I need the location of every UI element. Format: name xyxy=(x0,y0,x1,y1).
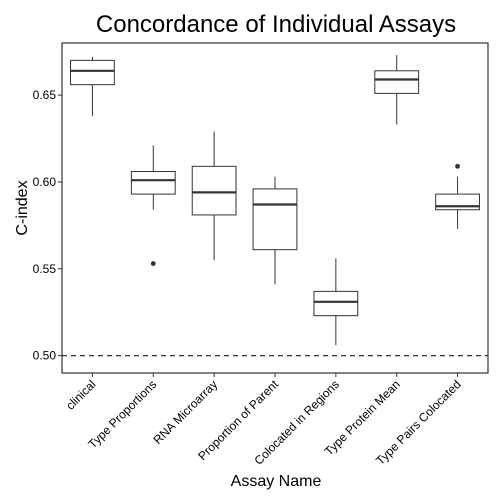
y-axis-title: C-index xyxy=(14,180,31,235)
chart-title: Concordance of Individual Assays xyxy=(96,11,456,38)
box-iqr xyxy=(313,290,359,317)
x-tick-label: clinical xyxy=(63,377,98,412)
box-iqr xyxy=(191,165,237,216)
y-tick-label: 0.65 xyxy=(33,88,57,102)
y-tick-label: 0.60 xyxy=(33,175,57,189)
box-clinical xyxy=(70,56,115,116)
plot-area xyxy=(62,55,488,357)
y-tick-label: 0.55 xyxy=(33,262,57,276)
box-iqr xyxy=(252,188,298,251)
y-tick-label: 0.50 xyxy=(33,349,57,363)
y-axis: 0.50 0.55 0.60 0.65 xyxy=(33,88,62,363)
box-rna-microarray xyxy=(191,131,237,261)
x-axis-title: Assay Name xyxy=(231,473,322,490)
box-type-proportions xyxy=(130,145,176,266)
box-iqr xyxy=(374,70,420,94)
x-tick-label: RNA Microarray xyxy=(150,377,220,447)
outlier-point xyxy=(150,261,156,266)
box-proportion-of-parent xyxy=(252,176,298,285)
box-iqr xyxy=(130,171,176,195)
box-iqr xyxy=(70,59,115,86)
box-colocated-in-regions xyxy=(313,258,359,346)
box-iqr xyxy=(435,193,480,211)
outlier-point xyxy=(455,163,460,169)
box-type-protein-mean xyxy=(374,55,420,125)
box-type-pairs-colocated xyxy=(435,163,480,229)
